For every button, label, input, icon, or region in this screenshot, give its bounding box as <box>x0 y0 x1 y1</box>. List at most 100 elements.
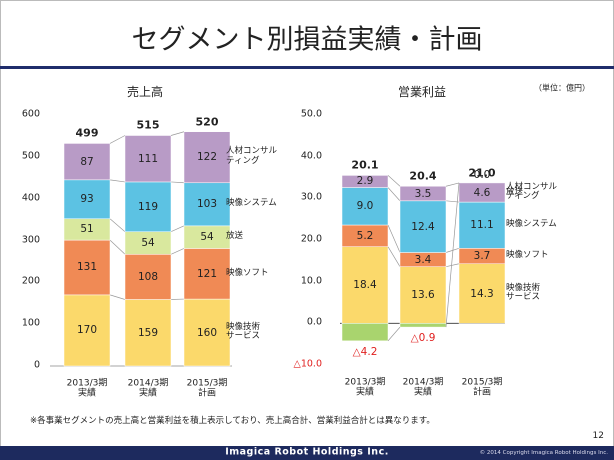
y-tick-label: 100 <box>21 317 40 329</box>
data-label: 9.0 <box>356 200 374 213</box>
x-tick-label: 2015/3期 計画 <box>186 378 228 399</box>
bar-segment <box>399 186 447 202</box>
connector <box>109 294 126 300</box>
data-label: 3.4 <box>414 253 432 266</box>
data-label: 51 <box>80 223 94 236</box>
connector <box>387 175 401 187</box>
x-tick-label: 2014/3期 実績 <box>127 378 169 399</box>
connector <box>387 187 401 202</box>
total-label: 520 <box>195 115 219 129</box>
bar-segment <box>341 187 389 226</box>
units: （単位：億円） <box>534 83 590 93</box>
data-label: 18.4 <box>353 278 377 291</box>
page-number: 12 <box>592 430 604 441</box>
y-tick-label: 400 <box>21 192 40 204</box>
data-label: 54 <box>200 231 214 244</box>
connector <box>170 248 185 255</box>
y-tick-label: 200 <box>21 275 40 287</box>
y-tick-label: 30.0 <box>300 191 322 203</box>
data-label: 159 <box>137 326 159 339</box>
total-label: 20.1 <box>351 159 379 173</box>
data-label: 3.7 <box>473 250 491 262</box>
legend-label: 映像技術 サービス <box>506 282 541 303</box>
data-label: 131 <box>76 261 98 274</box>
bar-segment <box>124 254 172 300</box>
bar-segment <box>63 239 111 296</box>
connector <box>109 239 126 255</box>
data-label: 4.6 <box>473 186 491 199</box>
connector <box>387 326 401 342</box>
x-tick-label: 2014/3期 実績 <box>402 377 444 398</box>
connector <box>109 179 126 183</box>
total-label: 499 <box>75 127 99 141</box>
connector <box>170 225 185 233</box>
bar-segment <box>183 182 231 227</box>
data-label: 13.6 <box>411 288 435 301</box>
data-label: 119 <box>137 200 159 213</box>
data-label: 122 <box>196 151 218 164</box>
bar-segment <box>341 323 389 342</box>
legend-label: 人材コンサル ティング <box>506 181 558 202</box>
y-tick-label: 500 <box>21 150 40 162</box>
chart-title: 売上高 <box>126 85 164 100</box>
total-label: 21.0 <box>468 166 496 180</box>
x-tick-label: 2013/3期 実績 <box>344 377 386 398</box>
chart-title: 営業利益 <box>397 85 447 100</box>
data-label: 170 <box>76 324 98 337</box>
legend-label: 映像技術 サービス <box>226 321 261 342</box>
y-tick-label: 600 <box>21 108 40 120</box>
legend-label: 映像ソフト <box>506 250 549 261</box>
legend-label: 放送 <box>226 231 244 242</box>
connector <box>109 218 126 232</box>
data-label: 3.5 <box>414 187 432 200</box>
legend-label: 映像ソフト <box>226 267 269 278</box>
connector <box>387 224 401 253</box>
connector <box>445 182 460 328</box>
data-label: 121 <box>196 267 218 280</box>
legend-label: 映像システム <box>226 198 277 209</box>
data-label: 93 <box>80 193 94 206</box>
bar-segment <box>124 135 172 183</box>
bar-segment <box>341 175 389 188</box>
data-label: 2.9 <box>356 175 374 188</box>
connector <box>445 182 460 187</box>
connector <box>170 131 185 136</box>
data-label: 5.2 <box>356 229 374 242</box>
data-label: △0.9 <box>410 332 436 345</box>
y-tick-label: 300 <box>21 234 40 246</box>
connector <box>445 200 460 203</box>
data-label: 14.3 <box>470 287 494 300</box>
bar-segment <box>124 181 172 232</box>
data-label: 160 <box>196 326 218 339</box>
bar-segment <box>399 266 447 324</box>
data-label: 103 <box>196 198 218 211</box>
y-tick-label: 50.0 <box>300 108 322 120</box>
y-tick-label: 20.0 <box>300 233 322 245</box>
bar-segment <box>63 143 111 181</box>
y-tick-label: △10.0 <box>293 358 322 370</box>
y-tick-label: 10.0 <box>300 275 322 287</box>
title-rule <box>0 66 614 69</box>
legend-label: 人材コンサル ティング <box>226 146 278 167</box>
bar-segment <box>341 246 389 324</box>
data-label: 0.0 <box>473 168 491 181</box>
bar-segment <box>63 294 111 367</box>
connector <box>445 263 460 268</box>
footer-bar <box>0 446 614 460</box>
data-label: 111 <box>137 152 159 165</box>
data-label: △4.2 <box>352 345 378 358</box>
x-tick-label: 2015/3期 計画 <box>461 377 503 398</box>
y-tick-label: 40.0 <box>300 150 322 162</box>
bar-segment <box>183 298 231 367</box>
copyright: © 2014 Copyright Imagica Robot Holdings … <box>479 449 608 456</box>
bar-segment <box>183 248 231 300</box>
bar-segment <box>183 131 231 184</box>
data-label: 12.4 <box>411 220 435 233</box>
legend-label: 映像システム <box>506 219 557 230</box>
bar-segment <box>458 263 506 324</box>
y-tick-label: 0.0 <box>306 316 322 328</box>
data-label: 11.1 <box>470 219 494 232</box>
legend-label: 放送 <box>506 187 524 198</box>
